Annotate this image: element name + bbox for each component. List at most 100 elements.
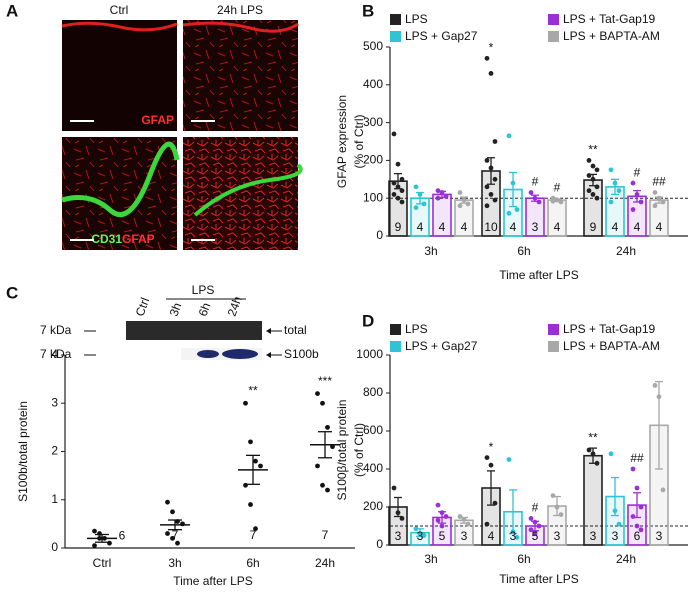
data-point [506,133,512,139]
data-point [439,510,445,516]
data-point [325,424,330,430]
legend-label: LPS + BAPTA-AM [563,339,660,353]
marker-label: 7 kDa [40,347,72,361]
data-point [638,199,644,205]
data-point [612,508,618,514]
n-label: 4 [554,220,561,234]
n-label: 4 [510,220,517,234]
data-point [594,195,600,201]
data-point [413,205,419,211]
y-axis-label: (% of Ctrl) [352,423,366,477]
data-point [550,493,556,498]
data-point [417,532,423,537]
data-point [554,197,560,203]
data-point [608,167,614,173]
data-point [652,190,658,195]
lane-label: 3h [167,301,185,318]
legend-swatch [548,14,559,25]
data-point [630,514,636,519]
data-point [170,535,175,541]
data-point [532,519,538,525]
data-point [590,192,596,197]
y-tick-label: 3 [51,395,58,409]
data-point [532,531,538,536]
data-point [590,163,596,169]
data-point [443,514,449,519]
column-label: 24h LPS [217,3,263,17]
data-point [492,176,498,182]
data-point [484,521,490,527]
data-point [325,487,330,493]
band-arrow-head [266,328,271,334]
data-point [399,516,405,521]
column-label: Ctrl [110,3,129,17]
x-axis-label: Time after LPS [499,268,579,282]
n-label: 4 [656,220,663,234]
data-point [510,529,516,535]
n-label: 3 [532,220,539,234]
data-point [399,176,405,182]
legend-swatch [548,341,559,352]
data-point [417,192,423,197]
data-point [554,504,560,510]
n-label: 3 [417,529,424,543]
data-point [399,188,405,194]
data-point [435,195,441,201]
data-point [492,139,498,144]
data-point [492,500,498,506]
data-point [550,198,556,204]
stain-label: CD31 [91,232,122,246]
y-tick-label: 100 [363,190,383,204]
y-tick-label: 2 [51,444,58,458]
significance-label: ## [630,451,644,465]
data-point [391,192,397,197]
x-tick-label: 24h [315,556,335,570]
x-tick-label: 3h [424,244,437,258]
data-point [630,207,636,212]
y-tick-label: 0 [376,537,383,551]
data-point [488,71,494,76]
y-tick-label: 200 [363,153,383,167]
data-point [558,512,564,517]
data-point [660,199,666,205]
data-point [528,516,534,521]
data-point [590,176,596,182]
y-tick-label: 800 [363,385,383,399]
data-point [457,203,463,209]
data-point [97,531,102,536]
data-point [413,184,419,190]
blot-band [126,321,262,340]
data-point [594,460,600,466]
data-point [395,184,401,190]
x-tick-label: 6h [517,244,530,258]
data-point [536,523,542,529]
micrograph-detail [61,141,180,217]
x-tick-label: 24h [616,244,636,258]
data-point [461,197,467,203]
y-tick-label: 1000 [356,347,383,361]
data-point [510,180,516,186]
data-point [391,485,397,491]
data-point [107,540,112,546]
data-point [457,190,463,195]
data-point [165,499,170,505]
lane-label: 24h [225,294,245,318]
data-point [253,526,258,532]
legend-label: LPS [405,12,428,26]
data-point [320,400,325,406]
band-arrow-head [266,352,271,358]
blot-group-label: LPS [192,283,215,297]
data-point [243,482,248,488]
data-point [558,199,564,205]
data-point [484,184,490,190]
blot-band [197,350,219,358]
significance-label: * [489,41,494,55]
y-tick-label: 400 [363,461,383,475]
blot-band [222,349,258,359]
y-tick-label: 300 [363,115,383,129]
x-tick-label: 24h [616,552,636,566]
y-axis-label: GFAP expression [335,95,349,188]
data-point [652,203,658,209]
n-label: 4 [612,220,619,234]
micrograph [62,20,177,131]
